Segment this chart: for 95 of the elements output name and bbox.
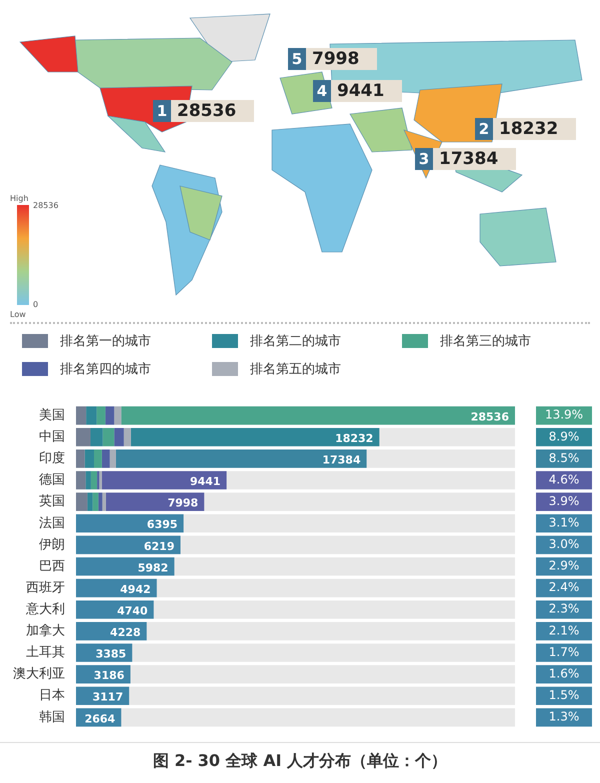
bar: [110, 450, 116, 468]
text: 28536: [177, 101, 236, 121]
text: 18232: [499, 119, 558, 139]
bar: [76, 471, 86, 490]
bar: [76, 428, 90, 446]
annotation: 6219: [144, 540, 174, 553]
legend-label: 排名第三的城市: [440, 333, 531, 350]
bar: [94, 450, 102, 468]
annotation: 4942: [120, 582, 151, 596]
bar: [90, 471, 98, 490]
y-tick-label: 英国: [39, 494, 65, 510]
annotation: 3117: [92, 690, 124, 704]
annotation: 4740: [117, 604, 148, 618]
bar: [124, 428, 131, 446]
legend-label: 排名第五的城市: [250, 361, 341, 378]
bar: [86, 406, 97, 425]
text: 7998: [312, 49, 360, 69]
text: 4: [313, 80, 331, 102]
bar: [76, 536, 180, 554]
annotation: 4228: [110, 626, 141, 640]
legend-label: 排名第二的城市: [250, 333, 341, 350]
text: High: [10, 194, 28, 203]
bar: [76, 492, 88, 511]
text: 1.6%: [548, 666, 580, 680]
annotation: 6395: [146, 518, 178, 532]
text: 2: [475, 118, 493, 140]
annotation: 28536: [470, 410, 510, 424]
y-tick-label: 中国: [39, 430, 65, 445]
text: 2.3%: [548, 602, 580, 616]
text: 2.1%: [548, 623, 580, 638]
annotation: 5982: [138, 561, 168, 574]
y-tick-label: 澳大利亚: [13, 666, 65, 682]
bar: [106, 492, 204, 511]
text: 5: [288, 48, 306, 70]
bar: [76, 557, 174, 576]
y-tick-label: 西班牙: [26, 580, 65, 596]
annotation: 3385: [96, 648, 126, 661]
bar: [76, 450, 85, 468]
annotation: 18232: [335, 432, 374, 445]
annotation: 3186: [94, 669, 125, 682]
bar: [114, 428, 124, 446]
y-tick-label: 日本: [39, 688, 65, 704]
text: 8.9%: [548, 429, 580, 444]
annotation: 2664: [84, 712, 116, 726]
bar: [99, 471, 102, 490]
bar: [86, 471, 91, 490]
text: 17384: [439, 149, 498, 169]
y-tick-label: 土耳其: [26, 645, 65, 660]
text: 1.3%: [548, 710, 580, 724]
text: 0: [33, 300, 38, 309]
y-tick-label: 印度: [39, 450, 65, 466]
text: 13.9%: [544, 408, 584, 422]
bar: [114, 406, 122, 425]
text: 3.9%: [548, 494, 580, 508]
text: 3: [415, 148, 433, 170]
text: 4.6%: [548, 472, 580, 486]
bar: [105, 406, 114, 425]
bar: [92, 492, 98, 511]
y-tick-label: 法国: [39, 516, 65, 531]
bar: [76, 406, 86, 425]
y-tick-label: 巴西: [39, 558, 65, 574]
bar: [102, 450, 110, 468]
annotation: 17384: [322, 454, 361, 467]
text: 3.1%: [548, 516, 580, 530]
text: 9441: [337, 81, 384, 101]
text: 8.5%: [548, 450, 580, 465]
text: 2.4%: [548, 580, 580, 594]
bar: [96, 406, 106, 425]
text: 1.5%: [548, 688, 580, 702]
bar: [87, 492, 93, 511]
y-tick-label: 伊朗: [39, 536, 65, 552]
y-tick-label: 德国: [39, 472, 65, 488]
legend-label: 排名第四的城市: [60, 361, 151, 378]
y-tick-label: 意大利: [25, 602, 65, 617]
text: Low: [10, 310, 26, 319]
bar: [90, 428, 103, 446]
bar: [98, 492, 102, 511]
legend-label: 排名第一的城市: [60, 333, 151, 350]
bar: [84, 450, 94, 468]
text: 1.7%: [548, 644, 580, 659]
annotation: 9441: [190, 475, 221, 488]
text: 图 2- 30 全球 AI 人才分布（单位：个）: [0, 742, 600, 772]
bar: [102, 471, 227, 490]
text: 3.0%: [548, 537, 580, 552]
annotation: 7998: [168, 496, 198, 510]
text: 28536: [33, 201, 58, 210]
bar: [102, 492, 106, 511]
text: 1: [153, 100, 171, 122]
y-tick-label: 加拿大: [26, 624, 65, 639]
bar: [76, 600, 154, 619]
y-tick-label: 韩国: [39, 710, 65, 725]
bar: [102, 428, 114, 446]
text: 2.9%: [548, 558, 580, 573]
y-tick-label: 美国: [39, 406, 65, 423]
bar: [76, 514, 184, 533]
